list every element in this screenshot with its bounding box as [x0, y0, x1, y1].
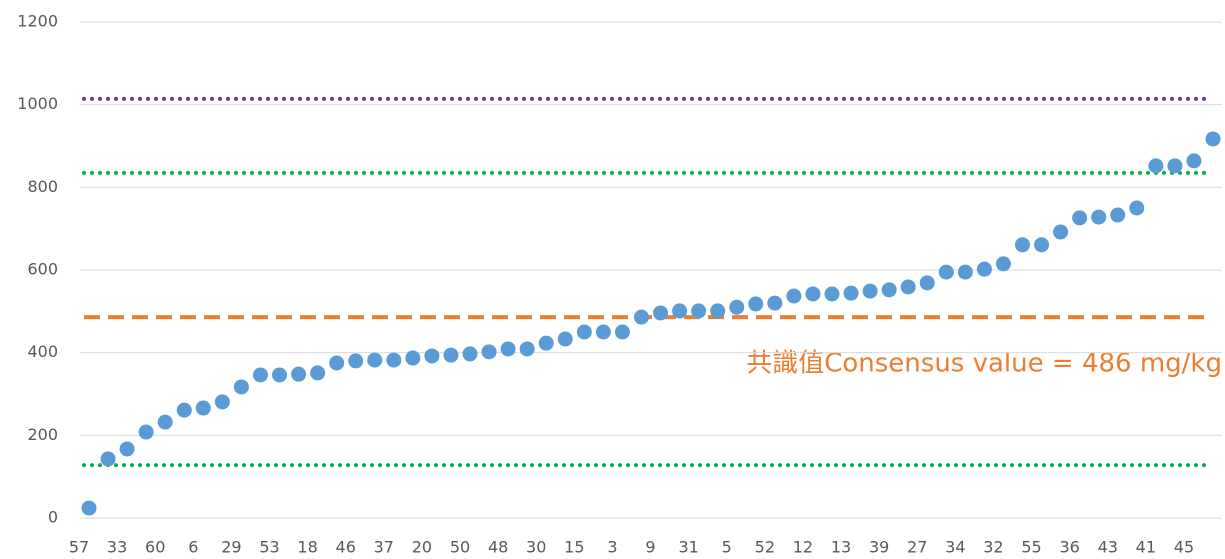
point: [1205, 131, 1221, 147]
x-tick-label: 52: [755, 538, 775, 557]
point: [1091, 209, 1107, 225]
y-tick-label: 800: [27, 177, 58, 196]
point: [595, 324, 611, 340]
point: [843, 285, 859, 301]
y-tick-label: 1000: [17, 94, 58, 113]
y-tick-label: 400: [27, 342, 58, 361]
x-tick-label: 32: [983, 538, 1003, 557]
point: [348, 353, 364, 369]
point: [481, 344, 497, 360]
point: [195, 400, 211, 416]
x-tick-label: 39: [869, 538, 889, 557]
point: [748, 296, 764, 312]
point: [443, 347, 459, 363]
point: [672, 303, 688, 319]
point: [976, 261, 992, 277]
point: [386, 352, 402, 368]
x-tick-label: 46: [336, 538, 356, 557]
point: [252, 367, 268, 383]
y-tick-label: 600: [27, 260, 58, 279]
point: [310, 365, 326, 381]
point: [291, 366, 307, 382]
point: [557, 331, 573, 347]
point: [329, 355, 345, 371]
point: [157, 414, 173, 430]
point: [1148, 158, 1164, 174]
x-tick-label: 45: [1174, 538, 1194, 557]
point: [691, 303, 707, 319]
point: [119, 441, 135, 457]
x-tick-label: 15: [564, 538, 584, 557]
x-tick-label: 27: [907, 538, 927, 557]
point: [81, 500, 97, 516]
x-tick-label: 36: [1059, 538, 1079, 557]
point: [995, 256, 1011, 272]
point: [1053, 224, 1069, 240]
x-tick-label: 5: [722, 538, 732, 557]
point: [233, 379, 249, 395]
x-tick-label: 57: [69, 538, 89, 557]
x-tick-label: 48: [488, 538, 508, 557]
point: [881, 282, 897, 298]
y-tick-label: 1200: [17, 12, 58, 31]
point: [462, 346, 478, 362]
point: [367, 352, 383, 368]
point: [576, 324, 592, 340]
x-tick-label: 37: [374, 538, 394, 557]
annotation: 共識值Consensus value = 486 mg/kg: [746, 349, 1222, 379]
x-tick-label: 6: [188, 538, 198, 557]
point: [538, 335, 554, 351]
point: [424, 348, 440, 364]
point: [729, 299, 745, 315]
point: [1034, 237, 1050, 253]
x-tick-label: 18: [297, 538, 317, 557]
point: [176, 402, 192, 418]
point: [500, 341, 516, 357]
point: [1014, 237, 1030, 253]
x-tick-label: 29: [221, 538, 241, 557]
point: [1129, 200, 1145, 216]
x-tick-label: 43: [1098, 538, 1118, 557]
x-tick-label: 50: [450, 538, 470, 557]
x-tick-label: 13: [831, 538, 851, 557]
point: [138, 424, 154, 440]
x-tick-label: 34: [945, 538, 965, 557]
x-tick-label: 55: [1021, 538, 1041, 557]
x-tick-label: 60: [145, 538, 165, 557]
x-tick-label: 9: [645, 538, 655, 557]
x-tick-label: 3: [607, 538, 617, 557]
point: [653, 305, 669, 321]
point: [862, 283, 878, 299]
point: [405, 350, 421, 366]
x-tick-label: 12: [793, 538, 813, 557]
point: [614, 324, 630, 340]
point: [938, 264, 954, 280]
point: [786, 288, 802, 304]
y-tick-label: 0: [48, 508, 58, 527]
x-tick-label: 20: [412, 538, 432, 557]
point: [100, 451, 116, 467]
point: [767, 295, 783, 311]
x-tick-label: 41: [1136, 538, 1156, 557]
x-tick-label: 30: [526, 538, 546, 557]
y-tick-label: 200: [27, 425, 58, 444]
point: [1110, 207, 1126, 223]
x-tick-label: 31: [678, 538, 698, 557]
point: [710, 303, 726, 319]
point: [1072, 210, 1088, 226]
point: [1186, 153, 1202, 169]
x-tick-label: 33: [107, 538, 127, 557]
point: [824, 286, 840, 302]
point: [957, 264, 973, 280]
point: [519, 341, 535, 357]
point: [919, 275, 935, 291]
point: [805, 286, 821, 302]
point: [272, 367, 288, 383]
point: [900, 279, 916, 295]
point: [214, 394, 230, 410]
point: [633, 309, 649, 325]
x-tick-label: 53: [259, 538, 279, 557]
point: [1167, 158, 1183, 174]
